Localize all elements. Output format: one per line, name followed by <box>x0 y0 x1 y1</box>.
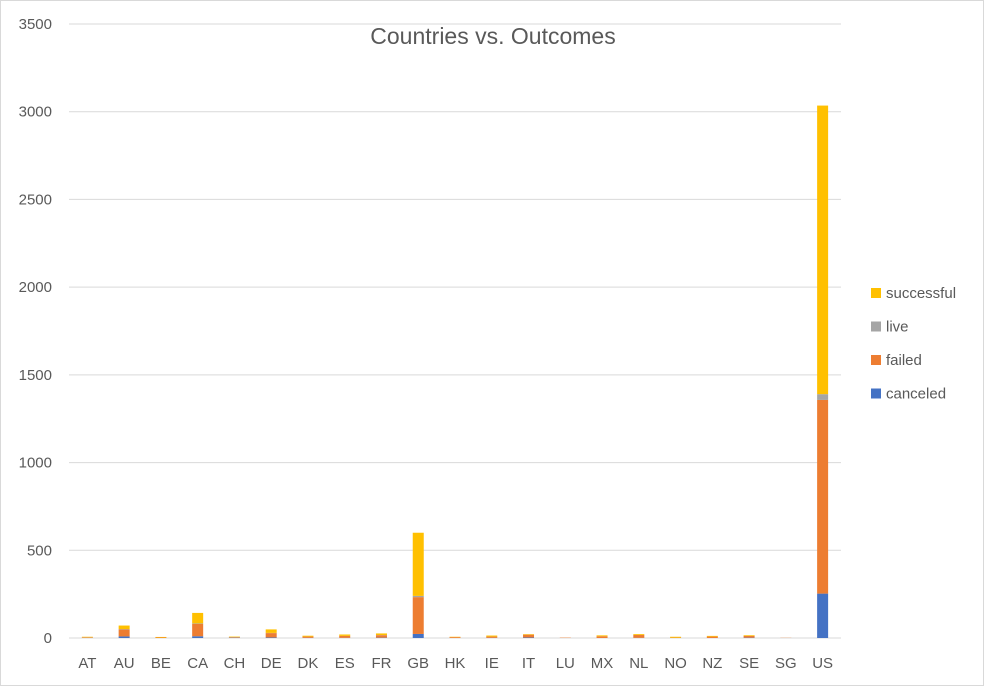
bar-successful-nl <box>633 634 644 635</box>
bar-successful-no <box>670 637 681 638</box>
x-axis-ticks: AT AU BE CA CH DE DK ES FR GB HK IE IT LU MX NL NO NZ SE SG… <box>78 655 833 672</box>
bar-live-gb <box>413 596 424 597</box>
chart-title: Countries vs. Outcomes <box>370 23 615 49</box>
bar-successful-nz <box>707 636 718 637</box>
bar-successful-ca <box>192 613 203 624</box>
y-tick-label: 3500 <box>19 16 52 33</box>
bar-failed-se <box>744 636 755 638</box>
bar-successful-at <box>82 637 93 638</box>
legend-label-failed: failed <box>886 352 922 369</box>
y-tick-label: 2000 <box>19 279 52 296</box>
legend-label-canceled: canceled <box>886 386 946 403</box>
bar-successful-au <box>119 626 130 630</box>
bar-failed-ch <box>229 637 240 638</box>
x-tick-label: HK <box>445 655 466 672</box>
bar-failed-ca <box>192 624 203 636</box>
bar-successful-fr <box>376 633 387 635</box>
legend-swatch-live <box>871 322 881 332</box>
legend-swatch-successful <box>871 288 881 298</box>
x-tick-label: NO <box>664 655 687 672</box>
bars <box>82 106 828 638</box>
bar-canceled-au <box>119 636 130 638</box>
bar-canceled-de <box>266 637 277 638</box>
x-tick-label: DK <box>298 655 319 672</box>
x-tick-label: FR <box>371 655 391 672</box>
y-tick-label: 1000 <box>19 455 52 472</box>
bar-failed-it <box>523 635 534 638</box>
bar-live-us <box>817 394 828 400</box>
bar-canceled-us <box>817 594 828 638</box>
bar-successful-us <box>817 106 828 395</box>
bar-failed-at <box>82 637 93 638</box>
bar-successful-de <box>266 629 277 633</box>
y-tick-label: 3000 <box>19 104 52 121</box>
bar-failed-gb <box>413 597 424 634</box>
bar-successful-ie <box>486 636 497 637</box>
bar-failed-us <box>817 400 828 594</box>
x-tick-label: ES <box>335 655 355 672</box>
legend-swatch-canceled <box>871 389 881 399</box>
legend: successful live failed canceled <box>871 285 956 403</box>
y-tick-label: 1500 <box>19 367 52 384</box>
bar-canceled-it <box>523 637 534 638</box>
bar-failed-ie <box>486 637 497 638</box>
x-tick-label: IT <box>522 655 535 672</box>
bar-failed-es <box>339 636 350 638</box>
y-axis-ticks: 0 500 1000 1500 2000 2500 3000 3500 <box>19 16 52 647</box>
bar-successful-se <box>744 635 755 636</box>
bar-live-ca <box>192 623 203 624</box>
x-tick-label: NL <box>629 655 648 672</box>
legend-label-live: live <box>886 319 909 336</box>
bar-failed-mx <box>597 636 608 638</box>
y-tick-label: 2500 <box>19 191 52 208</box>
bar-failed-dk <box>302 637 313 638</box>
y-tick-label: 500 <box>27 542 52 559</box>
x-tick-label: US <box>812 655 833 672</box>
x-tick-label: GB <box>407 655 429 672</box>
bar-failed-de <box>266 633 277 637</box>
legend-swatch-failed <box>871 355 881 365</box>
bar-failed-nl <box>633 635 644 638</box>
x-tick-label: MX <box>591 655 614 672</box>
x-tick-label: CH <box>224 655 246 672</box>
x-tick-label: AT <box>78 655 96 672</box>
x-tick-label: DE <box>261 655 282 672</box>
x-tick-label: BE <box>151 655 171 672</box>
bar-successful-it <box>523 634 534 635</box>
bar-successful-gb <box>413 533 424 596</box>
bar-failed-hk <box>450 637 461 638</box>
bar-successful-ch <box>229 637 240 638</box>
x-tick-label: SE <box>739 655 759 672</box>
legend-label-successful: successful <box>886 285 956 302</box>
bar-successful-dk <box>302 636 313 637</box>
x-tick-label: IE <box>485 655 499 672</box>
bar-failed-au <box>119 629 130 636</box>
y-tick-label: 0 <box>44 630 52 647</box>
x-tick-label: NZ <box>702 655 722 672</box>
gridlines <box>69 24 841 638</box>
bar-successful-mx <box>597 635 608 636</box>
bar-successful-be <box>155 637 166 638</box>
x-tick-label: LU <box>556 655 575 672</box>
x-tick-label: AU <box>114 655 135 672</box>
bar-failed-nz <box>707 637 718 638</box>
bar-canceled-ca <box>192 636 203 638</box>
bar-successful-es <box>339 634 350 635</box>
x-tick-label: SG <box>775 655 797 672</box>
bar-canceled-gb <box>413 634 424 638</box>
x-tick-label: CA <box>187 655 208 672</box>
bar-failed-fr <box>376 635 387 637</box>
bar-failed-be <box>155 637 166 638</box>
